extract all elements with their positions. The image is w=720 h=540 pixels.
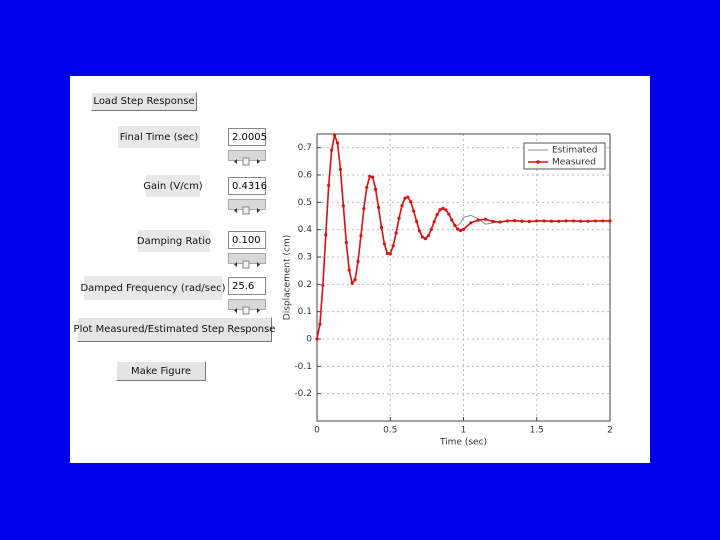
param-label: Damping Ratio	[137, 230, 211, 252]
param-label: Final Time (sec)	[118, 126, 200, 148]
slider-arrows	[234, 260, 260, 269]
param-slider[interactable]	[228, 150, 266, 166]
plot-button[interactable]: Plot Measured/Estimated Step Response	[74, 317, 275, 342]
load-button[interactable]: Load Step Response	[91, 92, 197, 111]
slider-arrows	[234, 206, 260, 215]
slider-arrows	[234, 157, 260, 166]
param-slider[interactable]	[228, 199, 266, 215]
slider-arrows	[234, 306, 260, 315]
figure-button[interactable]: Make Figure	[116, 361, 206, 381]
param-field[interactable]: 25.6	[228, 277, 266, 295]
param-slider[interactable]	[228, 299, 266, 315]
param-field[interactable]: 0.4316	[228, 177, 267, 195]
param-field[interactable]: 2.0005	[228, 128, 267, 146]
param-label: Gain (V/cm)	[143, 175, 203, 197]
param-slider[interactable]	[228, 253, 266, 269]
param-label: Damped Frequency (rad/sec)	[80, 276, 226, 300]
param-field[interactable]: 0.100	[228, 231, 266, 249]
